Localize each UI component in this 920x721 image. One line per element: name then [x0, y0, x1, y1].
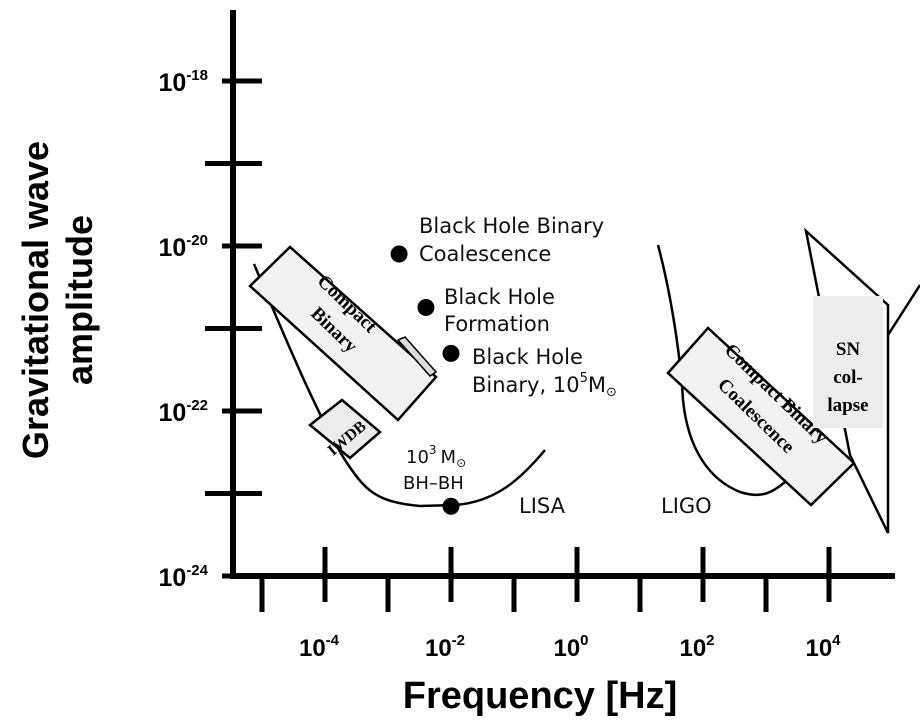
y-axis-title: Gravitational wave	[15, 141, 56, 459]
y-tick-label-0: 10-18	[159, 67, 209, 97]
compact-binary-region	[248, 245, 438, 422]
x-tick-label-3: 102	[679, 632, 714, 662]
bh-binary-1e5-mass: M	[588, 373, 606, 397]
compact-binary-region-edge	[396, 336, 438, 377]
x-tick-label-4: 104	[805, 632, 841, 662]
bh-formation-point	[417, 298, 435, 316]
bh-binary-1e5-label-line2: Binary, 105M⊙	[472, 371, 617, 400]
data-points	[390, 245, 460, 515]
lisa-curve	[252, 263, 546, 508]
x-tick-label-0: 10-4	[299, 632, 340, 662]
bh-binary-1e5-sun: ⊙	[606, 385, 617, 400]
bh-bh-sun: ⊙	[456, 456, 466, 470]
bh-bh-mass: M	[441, 447, 457, 468]
bh-binary-coalescence-point	[390, 245, 408, 263]
bh-bh-text: 10	[406, 447, 429, 468]
bh-binary-coalescence-label-line2: Coalescence	[419, 242, 551, 266]
bh-formation-label-line2: Formation	[444, 312, 550, 336]
y-tick-label-1: 10-20	[159, 232, 209, 262]
bh-bh-sup: 3	[429, 443, 437, 457]
axis-ticks: 10-18 10-20 10-22 10-24 10-4 10-2 100 102 104	[159, 67, 842, 662]
bh-binary-1e5-label: Black Hole	[472, 345, 583, 369]
x-tick-label-1: 10-2	[425, 632, 465, 662]
bh-formation-label: Black Hole	[444, 285, 555, 309]
y-axis-title-line2: amplitude	[59, 215, 100, 385]
sn-label-line3: lapse	[827, 395, 868, 416]
iwdb-region	[308, 398, 382, 460]
y-tick-label-2: 10-22	[159, 397, 209, 427]
sn-label: SN	[836, 339, 861, 360]
bh-binary-1e5-sup: 5	[580, 371, 588, 386]
x-tick-label-2: 100	[553, 632, 588, 662]
x-axis-title: Frequency [Hz]	[403, 675, 677, 717]
ligo-curve	[656, 244, 791, 497]
bh-bh-label: 103 M⊙	[406, 443, 466, 470]
bh-binary-1e5-text: Binary, 10	[472, 373, 580, 397]
y-tick-label-3: 10-24	[159, 562, 209, 592]
sn-collapse-label-box	[813, 296, 883, 428]
bh-binary-1e5-point	[442, 344, 460, 362]
bh-bh-1e3-point	[442, 497, 460, 515]
sn-label-line2: col-	[833, 367, 863, 388]
bh-bh-label-line2: BH–BH	[403, 473, 464, 494]
lisa-label: LISA	[519, 494, 566, 518]
ligo-curve-right-edge	[886, 284, 920, 336]
ligo-label: LIGO	[661, 494, 712, 518]
bh-binary-coalescence-label: Black Hole Binary	[419, 214, 604, 238]
